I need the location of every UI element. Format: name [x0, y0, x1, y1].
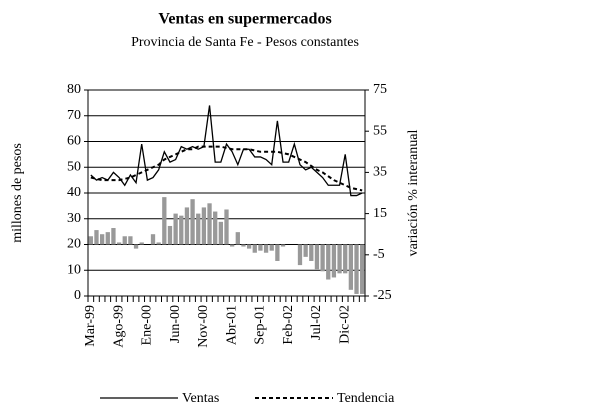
legend-label: Ventas	[182, 391, 219, 406]
bar	[348, 244, 354, 290]
bar	[224, 209, 229, 245]
bar	[275, 244, 280, 261]
x-tick-label: Mar-99	[83, 305, 98, 347]
bar	[111, 228, 116, 245]
bar	[179, 215, 184, 245]
x-tick-label: Ago-99	[111, 305, 126, 348]
y2-tick-label: -5	[373, 247, 385, 262]
bar	[337, 244, 342, 274]
bar	[320, 244, 325, 272]
bar	[190, 199, 195, 245]
bar	[252, 244, 257, 253]
bar	[128, 236, 133, 245]
y-tick-label: 40	[67, 185, 81, 200]
bar	[173, 213, 178, 245]
bar	[303, 244, 308, 257]
bar	[360, 244, 365, 294]
x-tick-label: Abr-01	[224, 305, 239, 345]
y-tick-label: 0	[74, 288, 81, 303]
y-tick-label: 50	[67, 159, 81, 174]
y-tick-label: 20	[67, 237, 81, 252]
line	[90, 105, 363, 197]
y-tick-label: 30	[67, 211, 81, 226]
chart-subtitle: Provincia de Santa Fe - Pesos constantes	[131, 35, 359, 50]
x-tick-label: Dic-02	[337, 305, 352, 344]
bar	[196, 213, 201, 245]
x-tick-label: Nov-00	[196, 305, 211, 348]
y2-tick-label: 35	[373, 165, 387, 180]
bar	[105, 232, 110, 245]
bar	[297, 244, 303, 266]
bar	[133, 244, 139, 249]
bar	[326, 244, 331, 280]
x-tick-label: Sep-01	[253, 305, 268, 345]
bar	[167, 225, 173, 245]
plot-frame	[87, 89, 366, 297]
bar	[116, 242, 122, 245]
y-tick-label: 70	[67, 108, 81, 123]
y-tick-label: 80	[67, 82, 81, 97]
y2-tick-label: 15	[373, 206, 387, 221]
line	[90, 145, 363, 192]
bar	[201, 207, 207, 245]
bar	[246, 244, 252, 249]
bar	[230, 244, 235, 247]
bar	[354, 244, 359, 294]
x-tick-label: Jun-00	[168, 305, 183, 343]
bar	[122, 236, 127, 245]
y2-tick-label: -25	[373, 288, 392, 303]
bar	[162, 197, 167, 245]
x-tick-label: Jul-02	[309, 305, 324, 340]
bar	[139, 242, 144, 245]
bar	[88, 236, 93, 245]
bar	[94, 230, 99, 245]
y-tick-label: 10	[67, 262, 81, 277]
y-axis-title: millones de pesos	[10, 143, 25, 243]
legend-label: Tendencia	[337, 391, 395, 406]
bar	[235, 232, 240, 245]
bar	[331, 244, 337, 278]
bar	[207, 203, 212, 245]
bar	[218, 221, 223, 245]
bar	[184, 207, 190, 245]
bar	[269, 244, 274, 251]
y-tick-label: 60	[67, 134, 81, 149]
chart-title: Ventas en supermercados	[158, 11, 331, 28]
bar	[241, 244, 246, 247]
bar	[156, 242, 161, 245]
bar	[213, 211, 218, 245]
y2-axis-title: variación % interanual	[406, 130, 421, 257]
bar	[99, 234, 105, 245]
bar	[343, 244, 348, 274]
bar	[280, 244, 286, 247]
bar	[258, 244, 263, 251]
bar	[150, 234, 156, 245]
x-tick-label: Ene-00	[140, 305, 155, 345]
bar	[314, 244, 320, 270]
bar	[263, 244, 269, 253]
bar	[309, 244, 314, 261]
x-tick-label: Feb-02	[281, 305, 296, 345]
y2-tick-label: 55	[373, 123, 387, 138]
y2-tick-label: 75	[373, 82, 387, 97]
